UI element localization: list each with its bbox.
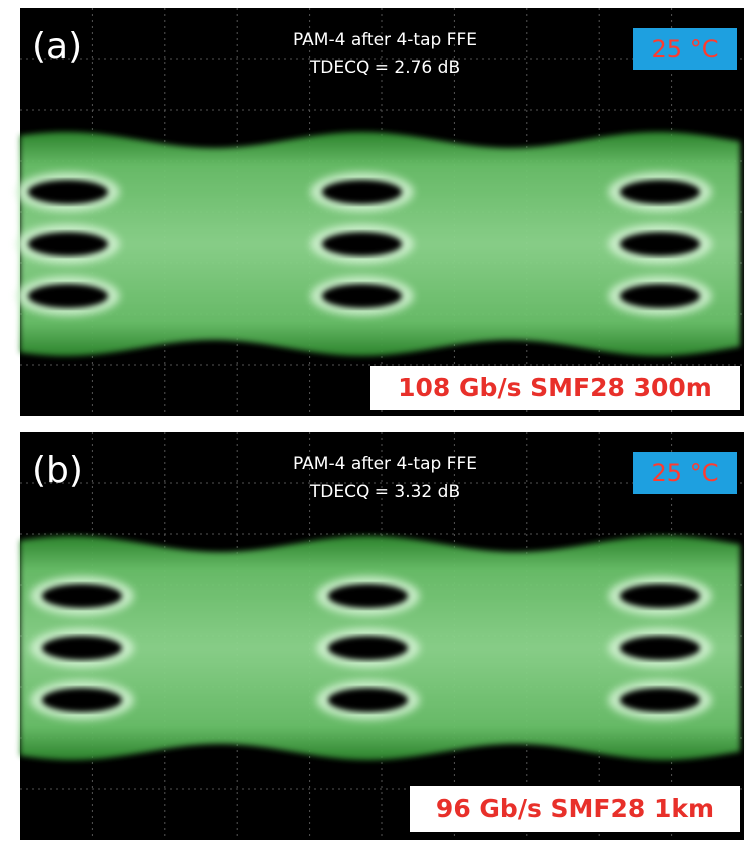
- panel-label: (b): [32, 450, 83, 491]
- eye-opening: [322, 284, 402, 308]
- temperature: 25 °C: [652, 459, 719, 487]
- panel-title: PAM-4 after 4-tap FFE: [293, 30, 477, 50]
- eye-opening: [620, 688, 700, 712]
- eye-opening: [620, 232, 700, 256]
- eye-panel: (b) PAM-4 after 4-tap FFE TDECQ = 3.32 dB 2…: [20, 432, 744, 840]
- eye-opening: [322, 180, 402, 204]
- eye-opening: [28, 180, 108, 204]
- panel-metric: TDECQ = 2.76 dB: [309, 58, 460, 78]
- eye-panel: (a) PAM-4 after 4-tap FFE TDECQ = 2.76 dB 2…: [16, 8, 744, 416]
- temperature: 25 °C: [652, 35, 719, 63]
- eye-opening: [28, 232, 108, 256]
- eye-opening: [42, 584, 122, 608]
- figure: (a) PAM-4 after 4-tap FFE TDECQ = 2.76 dB 2…: [0, 0, 747, 843]
- link-spec: 96 Gb/s SMF28 1km: [436, 794, 714, 823]
- eye-opening: [28, 284, 108, 308]
- eye-opening: [328, 688, 408, 712]
- eye-opening: [328, 636, 408, 660]
- eye-opening: [620, 584, 700, 608]
- eye-opening: [620, 180, 700, 204]
- eye-opening: [620, 284, 700, 308]
- panel-metric: TDECQ = 3.32 dB: [309, 482, 460, 502]
- eye-opening: [328, 584, 408, 608]
- panel-label: (a): [32, 26, 82, 67]
- eye-opening: [42, 688, 122, 712]
- eye-opening: [42, 636, 122, 660]
- link-spec: 108 Gb/s SMF28 300m: [398, 373, 712, 402]
- panel-title: PAM-4 after 4-tap FFE: [293, 454, 477, 474]
- eye-opening: [322, 232, 402, 256]
- eye-opening: [620, 636, 700, 660]
